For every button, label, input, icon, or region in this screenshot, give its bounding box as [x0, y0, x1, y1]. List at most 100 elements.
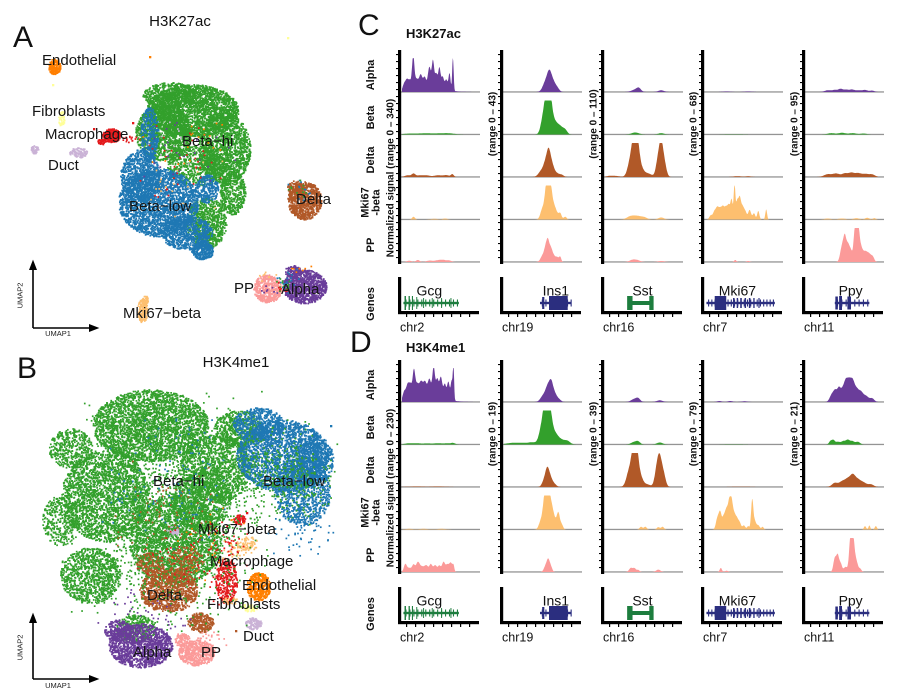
gene-exon — [748, 608, 751, 618]
axis-tick — [498, 490, 500, 492]
gene-axis-tick — [535, 624, 537, 627]
axis-tick — [498, 222, 500, 224]
signal-mki67-ppy — [806, 525, 878, 530]
gene-exon — [441, 608, 443, 618]
gene-axis-tick — [469, 624, 471, 627]
axis-tick — [498, 434, 500, 436]
gene-name-gcg: Gcg — [417, 283, 443, 299]
axis-tick — [599, 560, 601, 562]
gene-strand-tick — [425, 609, 427, 617]
axis-tick — [800, 518, 802, 520]
axis-tick — [699, 448, 701, 450]
gene-strand-tick — [545, 609, 547, 617]
axis-tick — [699, 215, 701, 217]
axis-tick — [599, 208, 601, 210]
axis-tick — [498, 455, 500, 457]
axis-tick — [396, 96, 398, 98]
gene-axis-tick — [535, 314, 537, 317]
axis-tick — [396, 138, 398, 140]
gene-strand-tick — [743, 299, 745, 307]
axis-tick — [699, 469, 701, 471]
gene-strand-tick — [766, 609, 768, 617]
gene-axis-tick — [727, 624, 729, 627]
signal-beta-sst — [605, 440, 677, 445]
axis-tick — [498, 194, 500, 196]
gene-x-axis — [701, 621, 782, 625]
axis-tick — [498, 406, 500, 408]
axis-tick — [699, 392, 701, 394]
gene-x-axis — [601, 621, 682, 625]
gene-axis-tick — [663, 624, 665, 627]
axis-tick — [498, 124, 500, 126]
track-y-axis — [398, 50, 402, 264]
gene-strand-tick — [730, 609, 732, 617]
axis-tick — [599, 250, 601, 252]
axis-tick — [800, 124, 802, 126]
axis-tick — [599, 385, 601, 387]
gene-strand-tick — [708, 609, 710, 617]
axis-tick — [498, 553, 500, 555]
gene-exon — [733, 298, 735, 308]
axis-tick — [800, 138, 802, 140]
cluster-label-beta-low: Beta−low — [129, 198, 192, 215]
axis-tick — [800, 476, 802, 478]
axis-tick — [599, 89, 601, 91]
gene-y-axis — [398, 587, 402, 624]
axis-tick — [396, 131, 398, 133]
axis-tick — [699, 145, 701, 147]
axis-tick — [396, 257, 398, 259]
axis-tick — [699, 110, 701, 112]
track-panel-c: Gcg chr2 (range 0 – 43) Ins1 chr19 (range 0 –… — [360, 50, 884, 334]
track-y-axis — [701, 360, 705, 574]
gene-axis-tick — [763, 624, 765, 627]
gene-exon — [549, 296, 568, 310]
axis-tick — [498, 89, 500, 91]
axis-tick — [498, 476, 500, 478]
axis-tick — [800, 560, 802, 562]
axis-tick — [498, 469, 500, 471]
signal-beta-gcg — [402, 133, 474, 135]
gene-strand-tick — [854, 299, 856, 307]
axis-tick — [599, 180, 601, 182]
axis-tick — [699, 54, 701, 56]
axis-tick — [396, 378, 398, 380]
gene-exon — [835, 606, 838, 620]
gene-name-ins1: Ins1 — [543, 283, 570, 299]
gene-axis-tick — [819, 314, 821, 317]
axis-tick — [699, 462, 701, 464]
axis-tick — [498, 180, 500, 182]
signal-beta-gcg — [402, 442, 474, 445]
axis-tick — [396, 476, 398, 478]
gene-axis-tick — [451, 314, 453, 317]
axis-tick — [699, 243, 701, 245]
axis-tick — [699, 103, 701, 105]
gene-exon — [736, 608, 739, 618]
gene-axis-tick — [433, 624, 435, 627]
signal-alpha-sst — [605, 397, 677, 402]
axis-tick — [396, 159, 398, 161]
panel-a-letter: A — [13, 21, 34, 54]
gene-y-axis — [601, 277, 605, 314]
gene-x-axis — [802, 311, 883, 315]
gene-exon — [753, 608, 755, 618]
row-label-mki67: Mki67 — [360, 497, 371, 528]
signal-alpha-ppy — [806, 88, 878, 92]
gene-strand-tick — [743, 609, 745, 617]
cluster-label-fibroblasts: Fibroblasts — [207, 596, 281, 613]
axis-tick — [699, 229, 701, 231]
axis-tick — [396, 504, 398, 506]
gene-strand-tick — [756, 299, 758, 307]
axis-tick — [396, 215, 398, 217]
axis-tick — [498, 539, 500, 541]
axis-tick — [599, 222, 601, 224]
gene-axis-tick — [609, 314, 611, 317]
gene-axis-tick — [873, 314, 875, 317]
gene-exon — [847, 606, 851, 620]
axis-tick — [699, 378, 701, 380]
axis-tick — [800, 490, 802, 492]
signal-pp-ppy — [806, 538, 878, 572]
axis-tick — [800, 145, 802, 147]
axis-tick — [800, 243, 802, 245]
cluster-label-pp: PP — [234, 280, 255, 297]
axis-tick — [699, 117, 701, 119]
